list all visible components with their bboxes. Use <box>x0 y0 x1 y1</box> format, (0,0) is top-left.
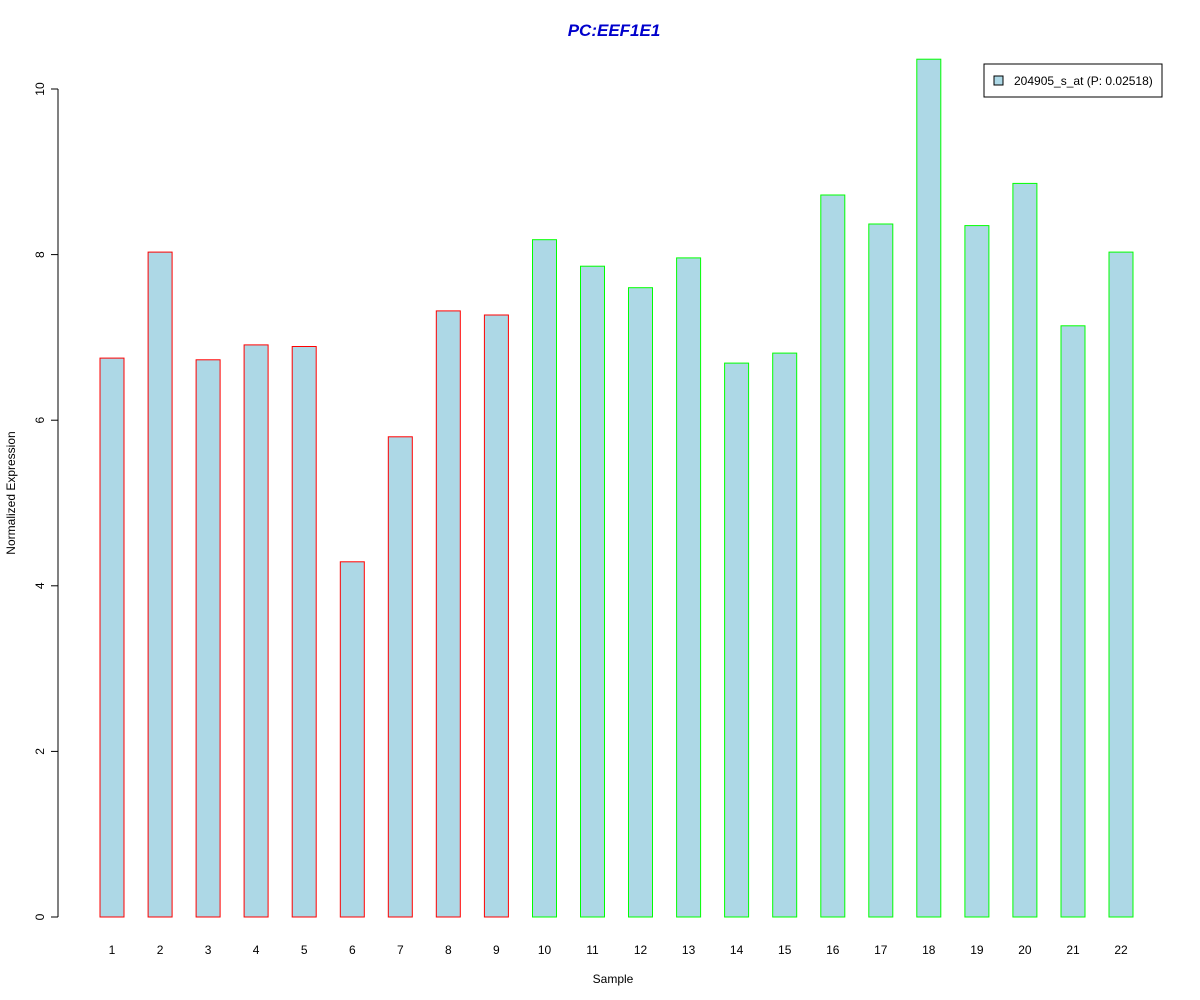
bar-sample-8 <box>435 310 461 918</box>
legend-entry: 204905_s_at (P: 0.02518) <box>1014 74 1153 88</box>
y-tick-label: 2 <box>33 748 47 755</box>
x-tick-label: 6 <box>349 943 356 957</box>
x-axis-label: Sample <box>593 972 634 986</box>
x-tick-label: 19 <box>970 943 984 957</box>
x-tick-label: 10 <box>538 943 552 957</box>
bar-sample-14 <box>724 362 750 918</box>
x-tick-label: 5 <box>301 943 308 957</box>
x-tick-label: 8 <box>445 943 452 957</box>
bars <box>99 58 1134 918</box>
x-tick-label: 21 <box>1066 943 1080 957</box>
bar-sample-22 <box>1108 251 1134 918</box>
bar-sample-2 <box>147 251 173 918</box>
legend: 204905_s_at (P: 0.02518) <box>983 63 1163 98</box>
x-tick-label: 11 <box>586 943 599 957</box>
x-tick-label: 20 <box>1018 943 1032 957</box>
x-tick-label: 3 <box>205 943 212 957</box>
y-axis: 0 2 4 6 8 10 <box>33 82 59 920</box>
x-tick-label: 17 <box>874 943 888 957</box>
bar-sample-4 <box>243 344 269 918</box>
legend-box <box>983 63 1163 98</box>
x-tick-label: 1 <box>109 943 116 957</box>
y-tick-label: 6 <box>33 417 47 424</box>
bar-sample-15 <box>772 352 798 918</box>
x-tick-label: 9 <box>493 943 500 957</box>
bar-sample-5 <box>291 346 317 918</box>
bar-sample-3 <box>195 359 221 918</box>
x-tick-label: 14 <box>730 943 744 957</box>
y-tick-label: 10 <box>33 82 47 96</box>
y-axis-label: Normalized Expression <box>4 431 18 554</box>
x-tick-label: 15 <box>778 943 792 957</box>
bar-sample-18 <box>916 58 942 918</box>
y-tick-label: 0 <box>33 913 47 920</box>
bar-sample-10 <box>532 239 557 918</box>
x-tick-label: 12 <box>634 943 648 957</box>
x-tick-label: 4 <box>253 943 260 957</box>
bar-sample-13 <box>676 257 702 918</box>
bar-sample-9 <box>483 314 509 918</box>
bar-sample-11 <box>580 265 605 918</box>
bar-sample-1 <box>99 357 125 918</box>
x-tick-label: 13 <box>682 943 696 957</box>
x-tick-label: 2 <box>157 943 164 957</box>
bar-sample-16 <box>820 194 846 918</box>
x-tick-labels: 1 2 3 4 5 6 7 8 9 10 11 12 13 14 15 16 17 18 19 20 21 22 <box>109 943 1128 957</box>
chart-title: PC:EEF1E1 <box>568 21 661 40</box>
bar-sample-7 <box>387 436 413 918</box>
bar-sample-6 <box>339 561 365 918</box>
y-tick-label: 4 <box>33 582 47 589</box>
x-tick-label: 22 <box>1114 943 1128 957</box>
y-tick-label: 8 <box>33 251 47 258</box>
x-tick-label: 7 <box>397 943 404 957</box>
bar-sample-19 <box>964 225 990 918</box>
bar-sample-21 <box>1060 325 1086 918</box>
bar-sample-17 <box>868 223 894 918</box>
bar-sample-20 <box>1012 182 1038 918</box>
x-tick-label: 18 <box>922 943 936 957</box>
x-tick-label: 16 <box>826 943 840 957</box>
bar-sample-12 <box>628 287 653 918</box>
legend-swatch <box>993 75 1004 86</box>
